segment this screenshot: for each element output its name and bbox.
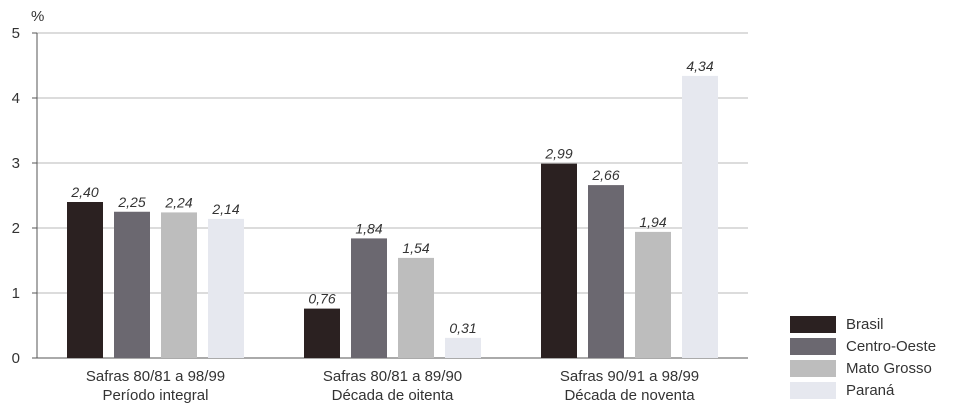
- data-label: 1,84: [355, 220, 382, 236]
- x-tick-label: Safras 80/81 a 98/99: [86, 368, 225, 385]
- x-tick-label: Safras 80/81 a 89/90: [323, 368, 462, 385]
- y-tick-label: 4: [12, 90, 20, 107]
- legend-label: Brasil: [846, 315, 884, 333]
- y-axis-ticks: 0 1 2 3 4 5: [12, 25, 37, 367]
- data-label: 1,54: [402, 240, 429, 256]
- bar: [635, 231, 671, 358]
- x-axis-category-labels: Safras 80/81 a 98/99 Período integral Safr…: [86, 368, 699, 404]
- y-tick-label: 3: [12, 155, 20, 172]
- legend-swatch: [790, 315, 836, 333]
- legend-swatch: [790, 337, 836, 355]
- bar: [682, 75, 718, 359]
- bar: [304, 308, 340, 358]
- data-label: 0,76: [308, 291, 335, 307]
- bar: [208, 218, 244, 358]
- bar: [114, 211, 150, 358]
- bar: [398, 257, 434, 358]
- legend-swatch: [790, 381, 836, 399]
- bar: [67, 202, 103, 358]
- gridlines: [37, 32, 748, 294]
- y-tick-label: 2: [12, 220, 20, 237]
- bar: [351, 238, 387, 358]
- legend-label: Centro-Oeste: [846, 337, 937, 355]
- x-tick-label: Década de noventa: [564, 387, 695, 404]
- data-label: 2,24: [164, 194, 192, 210]
- value-labels: 2,40 2,25 2,24 2,14 0,76 1,84 1,54 0,31 2,99 2,66…: [70, 58, 713, 336]
- x-tick-label: Década de oitenta: [332, 387, 454, 404]
- legend: Brasil Centro-Oeste Mato Grosso Paraná: [790, 313, 956, 401]
- x-tick-label: Período integral: [103, 387, 209, 404]
- y-tick-label: 5: [12, 25, 20, 42]
- data-label: 4,34: [686, 58, 713, 74]
- legend-item: Paraná: [790, 379, 956, 401]
- legend-item: Mato Grosso: [790, 357, 956, 379]
- data-label: 2,40: [70, 184, 98, 200]
- y-tick-label: 0: [12, 350, 20, 367]
- legend-label: Paraná: [846, 381, 895, 399]
- data-label: 2,14: [211, 201, 239, 217]
- data-label: 2,66: [591, 167, 619, 183]
- bars: [67, 75, 718, 359]
- data-label: 2,25: [117, 194, 145, 210]
- legend-item: Centro-Oeste: [790, 335, 956, 357]
- legend-swatch: [790, 359, 836, 377]
- bar: [161, 212, 197, 358]
- bar: [588, 185, 624, 358]
- data-label: 2,99: [544, 146, 572, 162]
- legend-label: Mato Grosso: [846, 359, 932, 377]
- bar: [445, 337, 481, 358]
- data-label: 0,31: [449, 320, 476, 336]
- legend-item: Brasil: [790, 313, 956, 335]
- data-label: 1,94: [639, 214, 666, 230]
- y-tick-label: 1: [12, 285, 20, 302]
- bar: [541, 163, 577, 358]
- y-axis-unit-label: %: [31, 8, 44, 25]
- x-tick-label: Safras 90/91 a 98/99: [560, 368, 699, 385]
